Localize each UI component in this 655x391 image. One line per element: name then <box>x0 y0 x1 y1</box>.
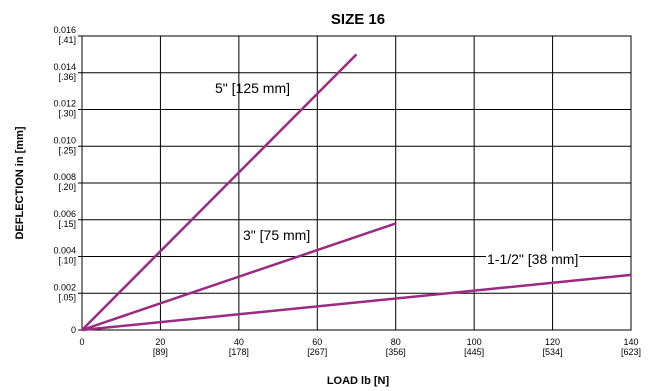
y-tick-sublabel: [.05] <box>58 292 76 302</box>
y-tick-label: 0.006 <box>53 209 76 219</box>
x-tick-label: 120 <box>545 337 560 347</box>
y-tick-sublabel: [.36] <box>58 72 76 82</box>
series-lines <box>81 53 632 332</box>
y-tick-label: 0.002 <box>53 282 76 292</box>
series-labels: 5" [125 mm] 3" [75 mm] 1-1/2" [38 mm] <box>215 80 580 267</box>
y-tick-label: 0.010 <box>53 135 76 145</box>
chart-title: SIZE 16 <box>331 11 385 28</box>
y-tick-label: 0.016 <box>53 25 76 35</box>
x-tick-label: 20 <box>155 337 165 347</box>
x-axis-ticks: 0 20[89]40[178]60[267]80[356]100[445]120[… <box>79 337 641 357</box>
series-label-background <box>486 251 580 267</box>
x-tick-sublabel: [267] <box>307 347 327 357</box>
x-tick-sublabel: [356] <box>386 347 406 357</box>
x-tick-label: 40 <box>234 337 244 347</box>
x-tick-label: 100 <box>467 337 482 347</box>
x-tick-sublabel: [445] <box>464 347 484 357</box>
y-tick-sublabel: [.41] <box>58 35 76 45</box>
y-tick-label: 0.012 <box>53 99 76 109</box>
y-tick-label: 0.004 <box>53 246 76 256</box>
series-line <box>81 222 397 332</box>
x-tick-sublabel: [89] <box>153 347 168 357</box>
y-tick-sublabel: [.25] <box>58 145 76 155</box>
y-tick-label: 0 <box>71 325 76 335</box>
series-label: 5" [125 mm] <box>215 80 290 96</box>
y-axis-title: DEFLECTION in [mm] <box>14 126 26 239</box>
series-label: 1-1/2" [38 mm] <box>487 251 578 267</box>
x-tick-label: 60 <box>312 337 322 347</box>
grid <box>81 35 632 331</box>
x-axis-title: LOAD lb [N] <box>327 375 390 387</box>
x-tick-label: 0 <box>79 337 84 347</box>
y-tick-label: 0.008 <box>53 172 76 182</box>
y-tick-label: 0.014 <box>53 62 76 72</box>
series-line <box>81 53 358 331</box>
y-tick-sublabel: [.20] <box>58 182 76 192</box>
x-tick-sublabel: [178] <box>229 347 249 357</box>
x-tick-label: 140 <box>623 337 638 347</box>
x-tick-sublabel: [623] <box>621 347 641 357</box>
y-axis-ticks: 0 0.002[.05] 0.004[.10] 0.006[.15] 0.008[.20… <box>53 25 82 335</box>
series-line <box>81 273 632 332</box>
series-label: 3" [75 mm] <box>243 227 310 243</box>
y-tick-sublabel: [.15] <box>58 219 76 229</box>
x-tick-label: 80 <box>391 337 401 347</box>
y-tick-sublabel: [.30] <box>58 109 76 119</box>
y-tick-sublabel: [.10] <box>58 256 76 266</box>
x-tick-sublabel: [534] <box>543 347 563 357</box>
